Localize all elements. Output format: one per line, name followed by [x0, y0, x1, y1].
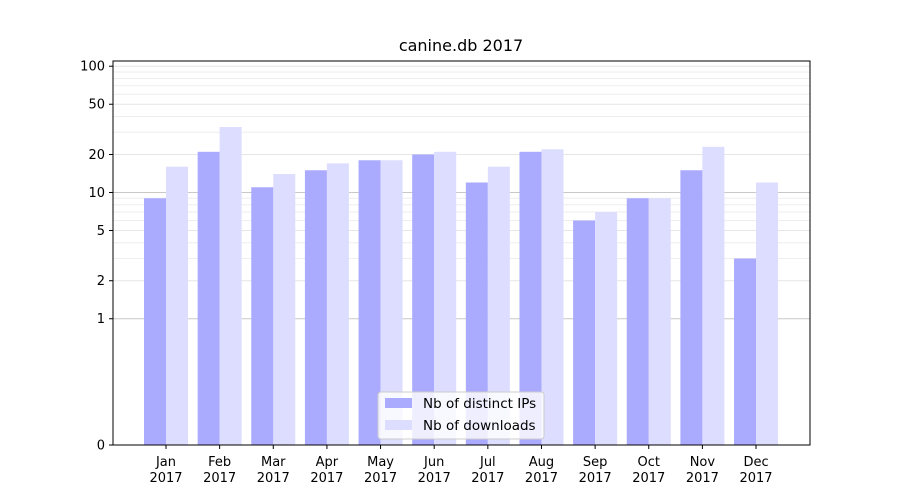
x-tick-label-month: Jan	[155, 455, 176, 470]
x-tick-label-month: Sep	[583, 455, 608, 470]
x-tick-label-year: 2017	[203, 471, 236, 486]
bar	[144, 198, 166, 445]
x-tick-label-month: May	[367, 455, 394, 470]
y-tick-label: 10	[88, 186, 105, 201]
bar	[326, 163, 349, 445]
x-tick-label-year: 2017	[257, 471, 290, 486]
x-tick-label-month: Mar	[261, 455, 286, 470]
bar	[734, 258, 757, 445]
legend-box	[377, 391, 545, 440]
chart-title: canine.db 2017	[399, 36, 523, 55]
bar	[434, 151, 457, 445]
x-tick-label-year: 2017	[525, 471, 558, 486]
y-axis: 0 1 2 5 10 20 50 100	[80, 60, 113, 454]
bar	[648, 198, 671, 445]
y-tick-label: 1	[97, 312, 105, 327]
x-tick-label-year: 2017	[149, 471, 182, 486]
legend: Nb of distinct IPs Nb of downloads	[377, 391, 545, 440]
x-tick-label-year: 2017	[471, 471, 504, 486]
x-tick-label-month: Dec	[743, 455, 768, 470]
y-tick-label: 2	[97, 274, 105, 289]
bar	[219, 127, 242, 445]
bar	[756, 182, 779, 445]
x-axis: Jan2017Feb2017Mar2017Apr2017May2017Jun20…	[149, 445, 773, 486]
bar	[465, 182, 488, 445]
bar	[595, 212, 618, 445]
x-tick-label-month: Nov	[690, 455, 716, 470]
y-tick-label: 5	[97, 224, 105, 239]
x-tick-label-month: Feb	[208, 455, 231, 470]
bar	[487, 166, 510, 445]
y-tick-label: 100	[80, 60, 105, 75]
legend-swatch-downloads	[385, 420, 412, 430]
x-tick-label-year: 2017	[686, 471, 719, 486]
bar	[519, 151, 542, 445]
x-tick-label-year: 2017	[579, 471, 612, 486]
x-tick-label-year: 2017	[739, 471, 772, 486]
legend-label-distinct-ips: Nb of distinct IPs	[423, 396, 536, 412]
x-tick-label-year: 2017	[418, 471, 451, 486]
y-tick-label: 50	[88, 98, 105, 113]
x-tick-label-month: Oct	[638, 455, 660, 470]
x-tick-label-month: Apr	[316, 455, 339, 470]
bar	[273, 174, 296, 445]
bar	[197, 151, 220, 445]
bar	[541, 149, 564, 445]
bar	[626, 198, 649, 445]
bar	[680, 170, 703, 445]
x-tick-label-month: Jul	[479, 455, 496, 470]
bar	[412, 154, 435, 445]
bar	[702, 146, 725, 445]
bars	[144, 127, 779, 446]
y-tick-label: 0	[97, 439, 105, 454]
x-tick-label-month: Jun	[423, 455, 444, 470]
bar	[573, 220, 596, 445]
bar	[251, 187, 274, 446]
bar	[166, 166, 188, 445]
bar	[304, 170, 327, 445]
plot-frame	[112, 60, 811, 446]
y-tick-label: 20	[88, 148, 105, 163]
x-tick-label-year: 2017	[632, 471, 665, 486]
legend-swatch-distinct-ips	[385, 398, 412, 408]
bar	[380, 160, 403, 446]
x-tick-label-year: 2017	[310, 471, 343, 486]
bar	[358, 160, 381, 446]
legend-label-downloads: Nb of downloads	[423, 418, 536, 434]
x-tick-label-year: 2017	[364, 471, 397, 486]
x-tick-label-month: Aug	[529, 455, 554, 470]
